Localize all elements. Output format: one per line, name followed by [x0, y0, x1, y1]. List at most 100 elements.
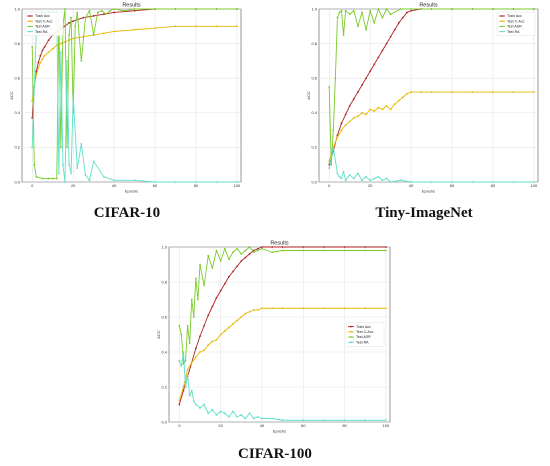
point-train-acc [356, 91, 359, 93]
series-line-test-c-acc [328, 91, 534, 162]
x-tick-label: 20 [368, 183, 373, 188]
point-test-ra [348, 174, 351, 176]
point-test-ra [384, 419, 387, 422]
y-tick-label: 0.0 [14, 179, 20, 184]
point-train-acc [215, 296, 218, 299]
x-tick-label: 60 [450, 183, 455, 188]
point-test-asr [261, 247, 263, 250]
legend-box [496, 11, 536, 36]
y-tick-label: 0.2 [161, 384, 167, 389]
point-test-asr [105, 13, 107, 16]
point-test-c-acc [492, 91, 494, 93]
point-test-c-acc [364, 307, 367, 310]
legend-marker-train-acc [501, 15, 503, 17]
point-test-asr [35, 175, 38, 178]
chart-panel-tiny-imagenet: 0.0 0.2 0.4 0.6 0.8 1.0 0 20 40 60 80 100 Results Epo… [305, 0, 543, 196]
point-test-c-acc [402, 96, 404, 99]
legend-label-test-ra: Test RA [35, 30, 48, 34]
point-test-asr [492, 8, 494, 10]
point-test-ra [133, 179, 136, 182]
point-test-c-acc [37, 66, 40, 69]
point-test-asr [55, 177, 58, 180]
point-test-asr [364, 249, 367, 252]
point-test-ra [338, 175, 341, 178]
point-test-ra [252, 417, 255, 420]
point-test-c-acc [174, 25, 177, 28]
point-train-acc [92, 15, 95, 17]
point-train-acc [244, 256, 247, 259]
point-train-acc [369, 70, 372, 73]
point-test-ra [256, 415, 259, 418]
point-test-ra [302, 419, 305, 422]
legend-marker-test-ra [29, 30, 31, 33]
chart-panel-cifar10: 0.0 0.2 0.4 0.6 0.8 1.0 0 20 40 60 80 100 Results Epo… [8, 0, 246, 196]
x-tick-label: 20 [71, 183, 76, 188]
point-test-c-acc [190, 361, 193, 364]
y-axis-label: ACC [9, 91, 14, 100]
point-test-c-acc [195, 25, 197, 28]
chart-cifar10: 0.0 0.2 0.4 0.6 0.8 1.0 0 20 40 60 80 100 Results Epo… [9, 3, 242, 194]
point-test-ra [190, 389, 193, 392]
x-tick-label: 0 [31, 183, 34, 188]
point-test-ra [195, 181, 197, 183]
point-test-asr [188, 342, 191, 345]
legend-label-train-acc: Train Acc [35, 14, 50, 18]
legend-box [345, 322, 385, 347]
point-test-asr [96, 11, 99, 14]
point-test-c-acc [102, 32, 105, 35]
point-train-acc [377, 56, 380, 59]
point-test-ra [389, 181, 392, 183]
point-train-acc [323, 246, 325, 248]
y-tick-label: 0.8 [14, 41, 20, 46]
point-test-asr [302, 249, 305, 252]
point-test-asr [399, 8, 402, 10]
point-test-ra [188, 394, 191, 397]
point-test-ra [344, 179, 347, 182]
point-test-c-acc [377, 106, 380, 109]
point-train-acc [271, 246, 274, 248]
point-test-asr [192, 316, 195, 318]
y-tick-label: 0.0 [161, 419, 167, 424]
point-test-asr [184, 359, 187, 362]
point-test-asr [236, 247, 239, 250]
point-test-ra [57, 172, 60, 175]
point-test-c-acc [420, 91, 423, 93]
point-test-asr [190, 298, 193, 301]
y-tick-label: 0.0 [311, 179, 317, 184]
point-test-asr [207, 254, 210, 257]
point-train-acc [393, 28, 396, 31]
point-test-ra [352, 177, 355, 180]
point-test-ra [271, 417, 274, 420]
y-tick-label: 0.4 [311, 110, 317, 115]
point-train-acc [102, 13, 105, 16]
point-test-asr [197, 298, 199, 301]
point-test-asr [215, 8, 218, 10]
point-test-asr [109, 9, 111, 12]
legend-label-test-asr: Test ASR [507, 25, 522, 29]
legend-label-train-acc: Train Acc [356, 325, 371, 329]
point-test-ra [72, 94, 75, 97]
point-test-c-acc [133, 28, 136, 31]
point-test-ra [211, 408, 214, 411]
point-test-c-acc [389, 108, 392, 111]
legend-label-test-c-acc: Test C-Acc [35, 19, 53, 23]
point-test-asr [47, 177, 50, 180]
point-test-asr [240, 253, 243, 255]
point-test-asr [248, 246, 251, 248]
point-test-asr [389, 13, 392, 16]
point-test-c-acc [381, 108, 384, 111]
series-line-test-ra [178, 351, 386, 421]
point-train-acc [364, 246, 367, 248]
point-test-c-acc [533, 91, 535, 93]
point-test-asr [236, 8, 238, 10]
point-test-asr [215, 249, 218, 252]
legend-label-test-ra: Test RA [507, 30, 520, 34]
point-train-acc [343, 246, 346, 248]
point-test-c-acc [43, 54, 46, 57]
point-test-asr [76, 11, 79, 14]
point-test-c-acc [248, 310, 251, 313]
y-tick-label: 0.6 [14, 76, 20, 81]
point-test-c-acc [252, 309, 255, 311]
point-test-asr [174, 8, 177, 10]
